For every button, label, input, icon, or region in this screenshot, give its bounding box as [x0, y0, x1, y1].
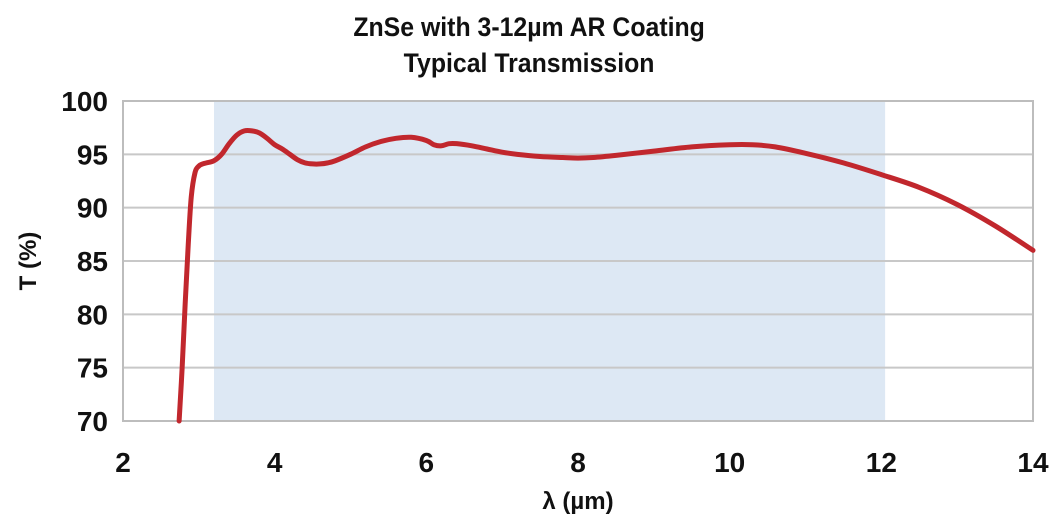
x-tick-labels: 2 4 6 8 10 12 14 [115, 447, 1049, 478]
x-tick-label: 12 [866, 447, 897, 478]
chart-title-line-1: ZnSe with 3-12µm AR Coating [353, 12, 705, 42]
y-tick-labels: 70 75 80 85 90 95 100 [61, 86, 108, 437]
plot-frame [122, 100, 1034, 422]
y-tick-label: 90 [77, 193, 108, 224]
y-tick-label: 95 [77, 139, 108, 170]
x-tick-label: 2 [115, 447, 131, 478]
y-tick-label: 85 [77, 246, 108, 277]
x-tick-label: 6 [419, 447, 435, 478]
x-tick-label: 4 [267, 447, 283, 478]
y-tick-label: 70 [77, 406, 108, 437]
x-axis-label: λ (µm) [542, 488, 613, 515]
transmission-line [176, 127, 1036, 424]
x-tick-label: 14 [1017, 447, 1049, 478]
x-tick-label: 8 [570, 447, 586, 478]
y-tick-label: 80 [77, 299, 108, 330]
x-tick-label: 10 [714, 447, 745, 478]
y-axis-label: T (%) [15, 232, 42, 291]
chart-title-line-2: Typical Transmission [403, 48, 655, 78]
y-tick-label: 100 [61, 86, 108, 117]
y-tick-label: 75 [77, 353, 108, 384]
